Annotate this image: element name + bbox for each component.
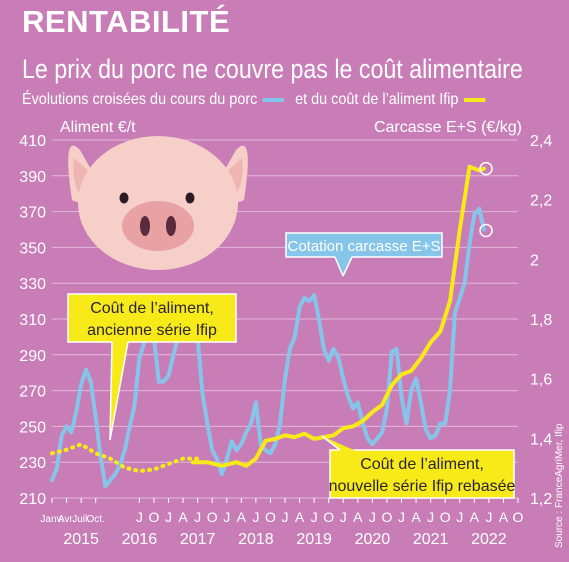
left-tick-label: 210 (19, 491, 46, 508)
x-tick-label: Juil. (72, 514, 90, 525)
callout-new-feed-text: Coût de l’aliment, (360, 456, 484, 473)
page-subtitle: Le prix du porc ne couvre pas le coût al… (22, 54, 523, 84)
x-tick-label: J (223, 509, 230, 525)
left-axis-title: Aliment €/t (60, 119, 136, 136)
x-tick-label: J (252, 509, 259, 525)
callout-new-feed-box (329, 449, 515, 499)
left-tick-label: 390 (19, 169, 46, 186)
x-year-label: 2021 (413, 531, 449, 548)
legend: Évolutions croisées du cours du porc et d… (22, 91, 496, 109)
left-tick-label: 330 (19, 276, 46, 293)
callout-pork-pointer (335, 256, 352, 276)
x-tick-label: J (485, 509, 492, 525)
x-tick-label: A (237, 509, 247, 525)
x-tick-label: J (136, 509, 143, 525)
x-year-label: 2018 (238, 531, 274, 548)
right-axis-title: Carcasse E+S (€/kg) (374, 119, 522, 136)
x-tick-label: O (148, 509, 159, 525)
x-tick-label: A (178, 509, 188, 525)
x-tick-label: J (282, 509, 289, 525)
x-year-label: 2020 (355, 531, 391, 548)
right-tick-label: 1,4 (530, 431, 552, 448)
right-tick-label: 2,4 (530, 133, 552, 150)
callout-old-feed-edge (109, 341, 113, 441)
callout-new-feed-edge (321, 435, 341, 451)
x-year-label: 2022 (471, 531, 507, 548)
x-tick-label: A (499, 509, 509, 525)
callout-old-feed-text: ancienne série Ifip (87, 322, 217, 339)
callout-old-feed-edge (109, 341, 129, 441)
legend-feed-label: et du coût de l’aliment Ifip (295, 91, 459, 108)
feed-end-marker (479, 161, 493, 176)
x-tick-label: O (381, 509, 392, 525)
right-tick-label: 1,6 (530, 372, 552, 389)
x-tick-label: J (456, 509, 463, 525)
annotations: Cotation carcasse E+S Coût de l’aliment, a… (67, 232, 516, 499)
x-tick-label: A (353, 509, 363, 525)
axes: 210 230 250 270 290 310 330 350 370 390 410 1,2 1,4 1… (19, 119, 552, 548)
x-tick-label: J (194, 509, 201, 525)
x-tick-label: Oct. (87, 514, 105, 525)
series-line (50, 206, 486, 489)
pig-face-icon (68, 136, 248, 270)
callout-new-feed-pointer (322, 436, 356, 451)
series-layer (50, 161, 493, 489)
x-tick-label: O (513, 509, 524, 525)
left-tick-label: 310 (19, 312, 46, 329)
x-tick-label: J (398, 509, 405, 525)
left-tick-label: 250 (19, 419, 46, 436)
left-tick-label: 230 (19, 455, 46, 472)
callout-pork-edge (342, 256, 353, 277)
x-tick-label: Janv. (40, 514, 63, 525)
x-tick-label: A (295, 509, 305, 525)
x-tick-label: O (440, 509, 451, 525)
source-note: Source : FranceAgriMer, Ifip (554, 423, 565, 549)
x-year-label: 2015 (63, 531, 99, 548)
x-tick-label: J (311, 509, 318, 525)
callout-pork-box (285, 232, 443, 258)
legend-feed-swatch (463, 97, 486, 102)
x-tick-label: J (427, 509, 434, 525)
x-tick-label: O (265, 509, 276, 525)
callout-pork-text: Cotation carcasse E+S (288, 238, 441, 255)
page-title: RENTABILITÉ (22, 4, 231, 39)
x-tick-label: A (470, 509, 480, 525)
legend-pork-swatch (262, 97, 285, 102)
right-tick-label: 2,2 (530, 193, 552, 210)
right-tick-label: 2 (530, 252, 539, 269)
left-tick-label: 370 (19, 205, 46, 222)
series-line (190, 164, 486, 468)
x-tick-label: O (207, 509, 218, 525)
callout-pork-edge (334, 256, 344, 277)
right-tick-label: 1,8 (530, 312, 552, 329)
x-year-label: 2019 (296, 531, 332, 548)
left-tick-label: 350 (19, 240, 46, 257)
callout-new-feed-text: nouvelle série Ifip rebasée (329, 478, 516, 495)
x-tick-label: J (340, 509, 347, 525)
x-tick-label: O (323, 509, 334, 525)
right-tick-label: 1,2 (530, 491, 552, 508)
x-tick-label: A (411, 509, 421, 525)
legend-pork-label: Évolutions croisées du cours du porc (22, 91, 258, 108)
left-tick-label: 290 (19, 348, 46, 365)
callout-old-feed-text: Coût de l’aliment, (90, 300, 214, 317)
callout-old-feed-box (67, 293, 237, 343)
x-year-label: 2017 (180, 531, 216, 548)
x-tick-label: J (165, 509, 172, 525)
x-tick-label: Avr. (58, 514, 75, 525)
pork-end-marker (479, 223, 493, 238)
left-tick-label: 270 (19, 384, 46, 401)
x-year-label: 2016 (122, 531, 158, 548)
x-tick-label: J (369, 509, 376, 525)
left-tick-label: 410 (19, 133, 46, 150)
